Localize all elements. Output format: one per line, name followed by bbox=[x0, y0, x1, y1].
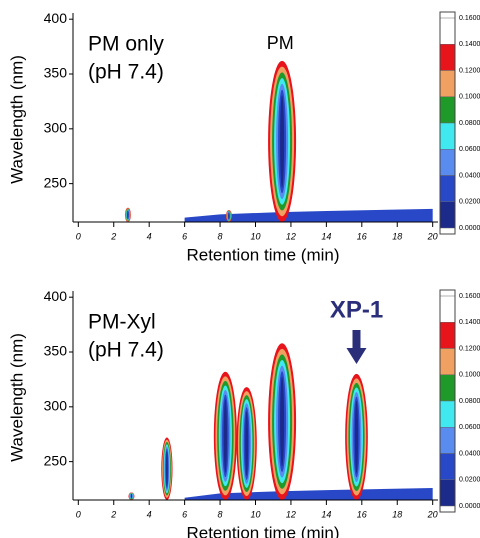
x-tick-label: 14 bbox=[321, 509, 331, 519]
y-tick-label: 400 bbox=[44, 288, 68, 304]
colorbar-segment bbox=[439, 348, 456, 375]
x-tick-label: 4 bbox=[147, 509, 152, 519]
colorbar-label: 0.0000 bbox=[459, 225, 480, 232]
panel-label: PM-Xyl bbox=[88, 311, 156, 334]
x-tick-label: 16 bbox=[357, 231, 367, 241]
peak-contour bbox=[228, 212, 230, 220]
y-tick-label: 300 bbox=[44, 120, 68, 136]
colorbar-label: 0.0600 bbox=[459, 424, 480, 431]
x-tick-label: 12 bbox=[286, 509, 296, 519]
colorbar-label: 0.0800 bbox=[459, 120, 480, 127]
colorbar-segment bbox=[439, 17, 456, 45]
peak-contour bbox=[223, 399, 228, 473]
annotation-arrow bbox=[346, 330, 367, 364]
y-tick-label: 350 bbox=[44, 65, 68, 81]
panel-label: (pH 7.4) bbox=[88, 61, 164, 84]
colorbar-label: 0.1000 bbox=[459, 372, 480, 379]
peak-annotation: XP-1 bbox=[330, 296, 383, 323]
peak-contour bbox=[166, 450, 168, 487]
colorbar-label: 0.0200 bbox=[459, 199, 480, 206]
x-tick-label: 2 bbox=[110, 509, 116, 519]
colorbar-segment bbox=[439, 453, 456, 480]
x-tick-label: 12 bbox=[286, 231, 296, 241]
colorbar-label: 0.1200 bbox=[459, 67, 480, 74]
colorbar-frame bbox=[439, 11, 456, 235]
y-tick-label: 350 bbox=[44, 343, 68, 359]
peak-contour bbox=[127, 210, 129, 219]
colorbar-segment bbox=[439, 427, 456, 454]
colorbar-label: 0.0200 bbox=[459, 477, 480, 484]
peak-contour bbox=[280, 95, 285, 188]
x-tick-label: 10 bbox=[250, 231, 260, 241]
colorbar-segment bbox=[439, 122, 456, 150]
colorbar-segment bbox=[439, 322, 456, 349]
colorbar-segment bbox=[439, 175, 456, 202]
y-tick-label: 250 bbox=[44, 174, 68, 190]
x-tick-label: 18 bbox=[392, 231, 402, 241]
colorbar-label: 0.0000 bbox=[459, 503, 480, 510]
colorbar-segment bbox=[439, 400, 456, 428]
peak-contour bbox=[280, 376, 285, 467]
colorbar-label: 0.1400 bbox=[459, 319, 480, 326]
x-tick-label: 16 bbox=[357, 509, 367, 519]
colorbar-label: 0.0800 bbox=[459, 398, 480, 405]
colorbar-segment bbox=[439, 149, 456, 176]
peak-contour bbox=[131, 493, 132, 499]
x-axis-label: Retention time (min) bbox=[186, 523, 339, 538]
x-tick-label: 6 bbox=[182, 509, 187, 519]
colorbar-segment bbox=[439, 374, 456, 402]
colorbar-label: 0.0400 bbox=[459, 172, 480, 179]
x-tick-label: 4 bbox=[147, 231, 152, 241]
y-tick-label: 250 bbox=[44, 452, 68, 468]
x-tick-label: 0 bbox=[76, 509, 81, 519]
colorbar-label: 0.1400 bbox=[459, 41, 480, 48]
peak-contour bbox=[354, 400, 359, 473]
colorbar-label: 0.1200 bbox=[459, 345, 480, 352]
x-axis-label: Retention time (min) bbox=[186, 245, 339, 264]
x-tick-label: 6 bbox=[182, 231, 187, 241]
x-tick-label: 8 bbox=[218, 231, 223, 241]
y-axis-label: Wavelength (nm) bbox=[7, 55, 26, 184]
baseline-band bbox=[184, 208, 433, 222]
panel-label: PM only bbox=[88, 33, 164, 56]
colorbar-label: 0.0400 bbox=[459, 450, 480, 457]
x-tick-label: 14 bbox=[321, 231, 331, 241]
colorbar-frame bbox=[439, 289, 456, 513]
colorbar-segment bbox=[439, 44, 456, 71]
x-tick-label: 0 bbox=[76, 231, 81, 241]
y-tick-label: 400 bbox=[44, 10, 68, 26]
colorbar-segment bbox=[439, 201, 456, 229]
colorbar-segment bbox=[439, 96, 456, 124]
y-tick-label: 300 bbox=[44, 398, 68, 414]
colorbar-segment bbox=[439, 479, 456, 507]
colorbar-label: 0.1000 bbox=[459, 94, 480, 101]
x-tick-label: 2 bbox=[110, 231, 116, 241]
x-tick-label: 20 bbox=[427, 509, 438, 519]
x-tick-label: 10 bbox=[250, 509, 260, 519]
colorbar-segment bbox=[439, 295, 456, 323]
x-tick-label: 8 bbox=[218, 509, 223, 519]
y-axis-label: Wavelength (nm) bbox=[7, 333, 26, 462]
panel-label: (pH 7.4) bbox=[88, 339, 164, 362]
x-tick-label: 20 bbox=[427, 231, 438, 241]
peak-annotation: PM bbox=[267, 33, 294, 53]
x-tick-label: 18 bbox=[392, 509, 402, 519]
colorbar-label: 0.1600 bbox=[459, 15, 480, 22]
peak-contour bbox=[245, 411, 249, 476]
colorbar-label: 0.0600 bbox=[459, 146, 480, 153]
colorbar-segment bbox=[439, 70, 456, 97]
colorbar-label: 0.1600 bbox=[459, 293, 480, 300]
